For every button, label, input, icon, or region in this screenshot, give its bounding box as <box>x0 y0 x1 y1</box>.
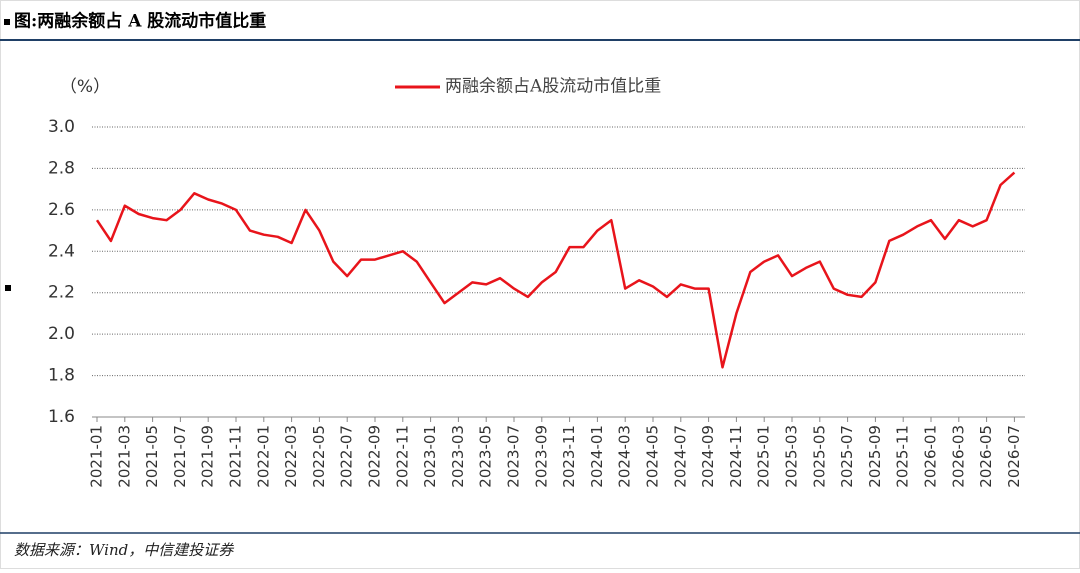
x-tick-label: 2022-11 <box>393 425 411 488</box>
x-tick-label: 2024-05 <box>644 425 662 488</box>
y-tick-label: 1.8 <box>48 366 75 386</box>
x-tick-label: 2023-09 <box>532 425 550 488</box>
y-axis-label: （%） <box>60 77 110 97</box>
y-tick-label: 2.6 <box>48 200 75 220</box>
x-tick-label: 2022-07 <box>338 425 356 488</box>
x-tick-label: 2022-01 <box>254 425 272 488</box>
x-tick-label: 2024-07 <box>671 425 689 488</box>
x-tick-label: 2021-05 <box>143 425 161 488</box>
y-tick-label: 2.2 <box>48 283 75 303</box>
x-tick-label: 2025-03 <box>783 425 801 488</box>
x-tick-label: 2022-05 <box>310 425 328 488</box>
x-tick-label: 2021-09 <box>199 425 217 488</box>
x-tick-label: 2023-11 <box>560 425 578 488</box>
side-bullet <box>5 285 11 291</box>
x-tick-label: 2025-11 <box>894 425 912 488</box>
x-tick-label: 2024-03 <box>616 425 634 488</box>
x-tick-label: 2021-07 <box>171 425 189 488</box>
x-tick-label: 2026-01 <box>922 425 940 488</box>
x-tick-label: 2021-11 <box>227 425 245 488</box>
x-tick-label: 2022-09 <box>366 425 384 488</box>
x-tick-label: 2021-01 <box>88 425 106 488</box>
x-tick-label: 2025-07 <box>838 425 856 488</box>
x-tick-label: 2023-05 <box>477 425 495 488</box>
x-tick-label: 2024-11 <box>727 425 745 488</box>
y-tick-label: 1.6 <box>48 407 75 427</box>
x-tick-label: 2024-09 <box>699 425 717 488</box>
x-tick-label: 2025-01 <box>755 425 773 488</box>
y-tick-label: 3.0 <box>48 117 75 137</box>
y-tick-label: 2.8 <box>48 158 75 178</box>
data-line <box>95 171 1016 369</box>
x-tick-label: 2026-05 <box>977 425 995 488</box>
source-note: 数据来源：Wind，中信建投证券 <box>14 541 234 559</box>
x-tick-label: 2022-03 <box>282 425 300 488</box>
x-tick-label: 2025-05 <box>810 425 828 488</box>
x-tick-label: 2026-03 <box>949 425 967 488</box>
x-tick-label: 2025-09 <box>866 425 884 488</box>
x-tick-label: 2026-07 <box>1005 425 1023 488</box>
y-tick-label: 2.4 <box>48 241 75 261</box>
x-tick-label: 2023-01 <box>421 425 439 488</box>
y-tick-label: 2.0 <box>48 324 75 344</box>
x-tick-label: 2021-03 <box>115 425 133 488</box>
title-bullet <box>4 19 10 25</box>
chart-title: 图:两融余额占 A 股流动市值比重 <box>14 11 266 32</box>
x-tick-label: 2023-03 <box>449 425 467 488</box>
x-tick-label: 2024-01 <box>588 425 606 488</box>
x-tick-label: 2023-07 <box>505 425 523 488</box>
legend-label: 两融余额占A股流动市值比重 <box>445 77 661 97</box>
